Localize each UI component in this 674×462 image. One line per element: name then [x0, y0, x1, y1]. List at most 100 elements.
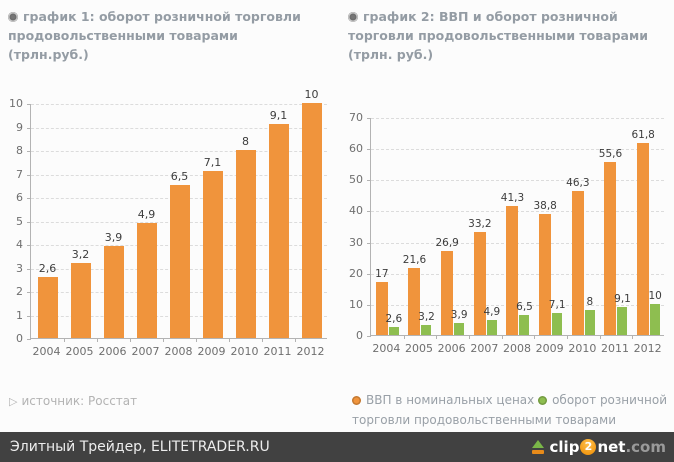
- chart1-x-axis: 2004 2005 2006 2007 2008 2009 2010 2011 2012: [30, 345, 326, 361]
- y-tick: [27, 292, 31, 293]
- bar-value-label: 7,1: [203, 156, 222, 170]
- source-text: источник: Росстат: [21, 394, 138, 408]
- bar-primary: [301, 103, 322, 338]
- bar-primary: [136, 222, 157, 338]
- bar-value-label: 6,5: [170, 170, 189, 184]
- y-tick: [27, 198, 31, 199]
- bar-value-label: 6,5: [516, 300, 533, 313]
- bar-primary: [37, 276, 58, 338]
- bar-value-label: 8: [586, 296, 594, 309]
- x-tick: [97, 338, 98, 342]
- bar-group: 17 2,6: [371, 118, 404, 335]
- chart2: 0 10 20 30 40 50 60 70 17 2,6 21,6 3,2 26,9 3,9 33,2 4…: [340, 111, 670, 364]
- legend-item-retail: оборот розничной торговли продовольствен…: [352, 393, 667, 427]
- x-tick: [64, 338, 65, 342]
- gdp-legend-dot: [352, 396, 361, 405]
- y-tick: [367, 180, 371, 181]
- logo-badge-2: 2: [580, 439, 597, 455]
- y-axis-label: 0: [16, 332, 23, 345]
- y-axis-label: 9: [16, 121, 23, 134]
- bar-secondary: [650, 303, 661, 335]
- x-tick: [163, 338, 164, 342]
- legend-item-gdp: ВВП в номинальных ценах: [352, 393, 534, 407]
- x-axis-label: 2009: [535, 342, 564, 355]
- y-tick: [367, 118, 371, 119]
- bar-group: 38,8 7,1: [533, 118, 567, 335]
- y-axis-label: 4: [16, 238, 23, 251]
- y-axis-label: 10: [349, 298, 363, 311]
- gridline: [31, 104, 327, 105]
- chart1: 0 1 2 3 4 5 6 7 8 9 10 2,6 3,2 3,9 4,9 6,5 7,1 8 9,1 10 20…: [2, 88, 328, 364]
- chart1-title-text: график 1: оборот розничной торговли прод…: [8, 9, 301, 62]
- bar-primary: [268, 124, 289, 338]
- bar-group: 61,8 10: [631, 118, 665, 335]
- x-axis-label: 2008: [164, 345, 193, 358]
- bar-primary: [103, 246, 124, 338]
- logo-text-clip: clip: [549, 438, 580, 456]
- bar-value-label: 2,6: [38, 261, 57, 275]
- bar-primary: [375, 282, 388, 335]
- bar-group: 8: [229, 104, 262, 338]
- chart2-title: график 2: ВВП и оборот розничной торговл…: [348, 7, 666, 64]
- y-axis-label: 3: [16, 262, 23, 275]
- bar-value-label: 9,1: [614, 292, 631, 305]
- bullet-icon: [8, 12, 18, 22]
- x-axis-label: 2012: [633, 342, 662, 355]
- bar-value-label: 3,9: [104, 231, 123, 245]
- y-axis-label: 70: [349, 111, 363, 124]
- y-axis-label: 50: [349, 173, 363, 186]
- bar-primary: [202, 171, 223, 338]
- bar-value-label: 10: [648, 289, 662, 302]
- source-note: ▷ источник: Росстат: [9, 394, 137, 408]
- bar-group: 7,1: [196, 104, 229, 338]
- x-axis-label: 2004: [372, 342, 401, 355]
- x-axis-label: 2012: [296, 345, 325, 358]
- bar-primary: [169, 185, 190, 338]
- bar-group: 26,9 3,9: [435, 118, 469, 335]
- x-axis-label: 2011: [600, 342, 629, 355]
- bar-group: 4,9: [130, 104, 163, 338]
- x-axis-label: 2006: [437, 342, 466, 355]
- y-tick: [367, 305, 371, 306]
- y-tick: [27, 316, 31, 317]
- bar-primary: [506, 206, 519, 335]
- bar-secondary: [454, 322, 465, 335]
- bar-value-label: 2,6: [385, 312, 403, 325]
- bar-group: 6,5: [163, 104, 196, 338]
- bar-primary: [408, 267, 421, 335]
- y-tick: [27, 104, 31, 105]
- bar-secondary: [552, 312, 563, 335]
- gridline: [371, 180, 664, 181]
- triangle-right-icon: ▷: [9, 395, 18, 408]
- bar-value-label: 3,2: [71, 247, 90, 261]
- chart2-y-axis: 0 10 20 30 40 50 60 70: [340, 111, 370, 364]
- clip2net-logo[interactable]: clip 2 net .com: [531, 432, 666, 462]
- x-tick: [404, 335, 405, 339]
- bar-primary: [604, 161, 617, 335]
- x-tick: [229, 338, 230, 342]
- y-tick: [27, 151, 31, 152]
- x-tick: [567, 335, 568, 339]
- x-tick: [130, 338, 131, 342]
- legend-label-retail: оборот розничной торговли продовольствен…: [352, 393, 668, 427]
- bar-value-label: 17: [375, 268, 389, 281]
- bar-primary: [441, 251, 454, 335]
- y-tick: [367, 336, 371, 337]
- bar-value-label: 46,3: [566, 176, 590, 189]
- bar-value-label: 8: [242, 135, 249, 148]
- x-axis-label: 2011: [263, 345, 292, 358]
- logo-text-com: .com: [625, 438, 666, 456]
- y-axis-label: 1: [16, 309, 23, 322]
- x-tick: [469, 335, 470, 339]
- x-axis-label: 2010: [568, 342, 597, 355]
- bar-group: 2,6: [31, 104, 64, 338]
- x-tick: [262, 338, 263, 342]
- bar-value-label: 26,9: [435, 237, 459, 250]
- bar-primary: [637, 142, 650, 335]
- bar-secondary: [519, 314, 530, 335]
- bar-value-label: 10: [304, 88, 319, 101]
- y-tick: [367, 274, 371, 275]
- y-tick: [27, 245, 31, 246]
- bullet-icon: [348, 12, 358, 22]
- bar-value-label: 3,9: [450, 308, 468, 321]
